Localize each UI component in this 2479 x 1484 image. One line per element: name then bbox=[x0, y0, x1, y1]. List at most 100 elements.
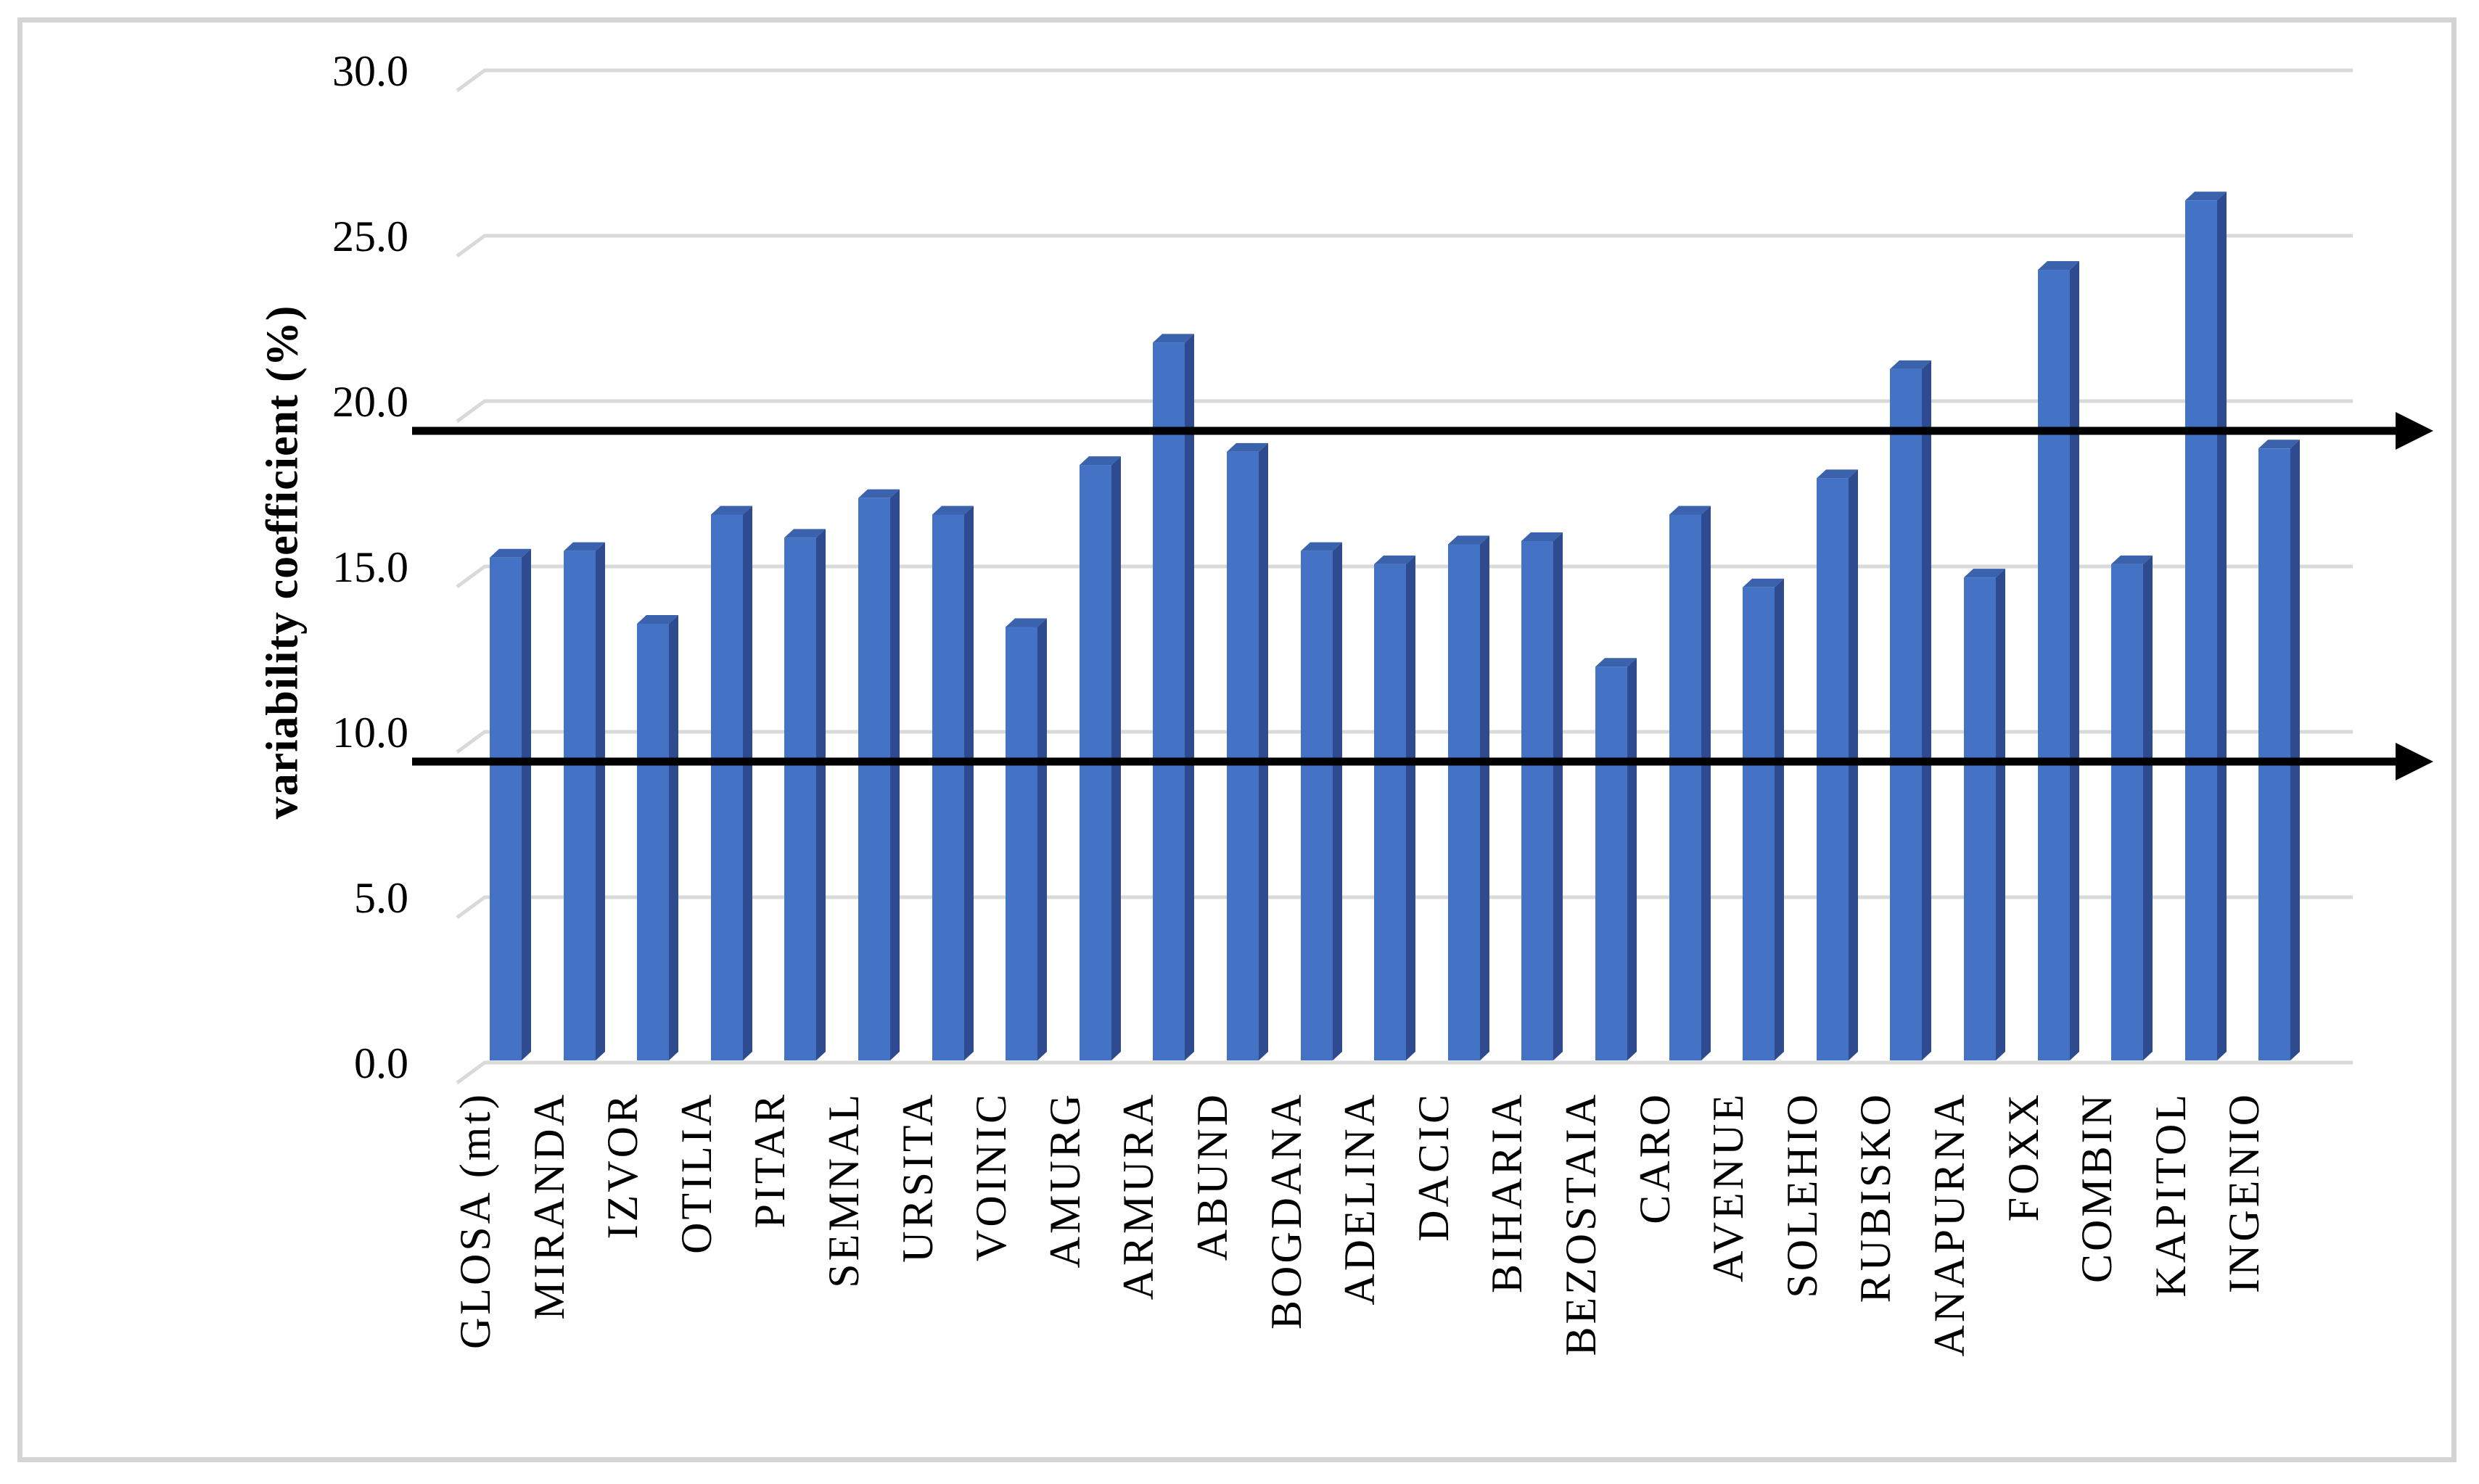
bar bbox=[858, 489, 900, 1060]
bar-front bbox=[1301, 551, 1333, 1060]
bar-side bbox=[964, 506, 974, 1060]
bar-top bbox=[711, 506, 752, 515]
bar bbox=[2185, 191, 2227, 1060]
bar bbox=[1669, 506, 1711, 1060]
bar-front bbox=[2258, 448, 2290, 1060]
x-category-label: COMBIN bbox=[2073, 1092, 2121, 1283]
gridline bbox=[456, 68, 2353, 93]
bar-top bbox=[1817, 469, 1858, 479]
y-tick-label: 30.0 bbox=[332, 47, 408, 95]
bar-front bbox=[1817, 478, 1849, 1060]
bar-front bbox=[1227, 451, 1259, 1060]
bar-side bbox=[890, 489, 900, 1060]
gridline bbox=[456, 564, 2353, 589]
bar-front bbox=[1374, 564, 1406, 1060]
bar-top bbox=[1448, 535, 1489, 545]
bar-side bbox=[2143, 555, 2153, 1060]
bar bbox=[784, 529, 826, 1060]
gridline bbox=[456, 399, 2353, 424]
bar-top bbox=[1153, 334, 1194, 343]
bar-top bbox=[1595, 658, 1637, 667]
bar-side bbox=[2217, 191, 2227, 1060]
bar-front bbox=[1595, 667, 1627, 1060]
bar bbox=[1595, 658, 1637, 1060]
bar-top bbox=[2038, 261, 2079, 271]
x-category-label: MIRANDA bbox=[525, 1092, 573, 1320]
bar-front bbox=[784, 537, 816, 1060]
bar-top bbox=[1890, 360, 1931, 369]
bar bbox=[932, 506, 974, 1060]
bar-top bbox=[2111, 555, 2153, 564]
bar bbox=[2111, 555, 2153, 1060]
x-category-label: URSITA bbox=[894, 1092, 942, 1263]
bar-side bbox=[1996, 569, 2005, 1060]
bar-top bbox=[1301, 542, 1342, 551]
bar-side bbox=[1701, 506, 1711, 1060]
x-category-label: AVENUE bbox=[1704, 1092, 1752, 1282]
x-category-label: BOGDANA bbox=[1262, 1092, 1310, 1330]
x-category-label: INGENIO bbox=[2220, 1092, 2268, 1293]
bar-side bbox=[1333, 542, 1342, 1060]
bar-top bbox=[490, 548, 531, 558]
y-tick-label: 10.0 bbox=[332, 709, 408, 757]
x-category-label: GLOSA (mt) bbox=[451, 1092, 499, 1349]
bar-top bbox=[858, 489, 900, 498]
bar-top bbox=[2258, 440, 2300, 449]
bar-front bbox=[1743, 587, 1775, 1060]
bar-side bbox=[1406, 555, 1415, 1060]
bar-front bbox=[711, 514, 743, 1060]
bar-top bbox=[1964, 569, 2005, 578]
x-category-label: ADELINA bbox=[1336, 1092, 1384, 1306]
x-category-label: IZVOR bbox=[599, 1092, 646, 1239]
bar bbox=[1153, 334, 1194, 1060]
bar-top bbox=[1080, 456, 1121, 466]
bar-front bbox=[1890, 368, 1922, 1061]
bar-front bbox=[1153, 342, 1185, 1060]
bar bbox=[1301, 542, 1342, 1060]
bar-side bbox=[1037, 618, 1047, 1060]
x-category-label: CARO bbox=[1631, 1092, 1679, 1224]
arrow-head-icon bbox=[2396, 412, 2433, 450]
gridline bbox=[456, 234, 2353, 258]
x-category-label: ABUND bbox=[1188, 1092, 1236, 1261]
x-category-label: ANAPURNA bbox=[1925, 1092, 1973, 1356]
bar bbox=[490, 548, 531, 1060]
bar bbox=[1890, 360, 1931, 1061]
x-category-label: KAPITOL bbox=[2147, 1092, 2195, 1298]
bar-front bbox=[932, 514, 964, 1060]
bar bbox=[1006, 618, 1047, 1060]
x-category-label: AMURG bbox=[1041, 1092, 1089, 1268]
x-category-label: PITAR bbox=[746, 1092, 794, 1229]
bar-front bbox=[1448, 544, 1480, 1060]
bar bbox=[2038, 261, 2079, 1060]
y-tick-label: 5.0 bbox=[354, 874, 408, 922]
gridline bbox=[456, 895, 2353, 920]
arrow-head-icon bbox=[2396, 743, 2433, 781]
bar-side bbox=[2070, 261, 2079, 1060]
x-category-label: BIHARIA bbox=[1483, 1092, 1531, 1293]
x-category-label: RUBISKO bbox=[1851, 1092, 1899, 1303]
bar-front bbox=[1006, 627, 1037, 1060]
bar-top bbox=[1227, 442, 1268, 452]
x-category-label: FOXX bbox=[1999, 1092, 2047, 1221]
bar-top bbox=[564, 542, 605, 551]
bar bbox=[2258, 440, 2300, 1060]
bar bbox=[1448, 535, 1489, 1060]
bar-front bbox=[1669, 514, 1701, 1060]
bar-top bbox=[1006, 618, 1047, 627]
bar bbox=[564, 542, 605, 1060]
bar bbox=[1227, 442, 1268, 1060]
gridline bbox=[456, 730, 2353, 754]
bar-side bbox=[1185, 334, 1194, 1060]
bar bbox=[637, 614, 678, 1060]
bar bbox=[1374, 555, 1415, 1060]
bar bbox=[1743, 578, 1784, 1060]
bar-top bbox=[932, 506, 974, 515]
bar bbox=[711, 506, 752, 1060]
bar-side bbox=[522, 548, 531, 1060]
bar-side bbox=[2290, 440, 2300, 1060]
bar-front bbox=[2038, 270, 2070, 1060]
x-category-label: OTILIA bbox=[673, 1092, 720, 1254]
bar-front bbox=[2111, 564, 2143, 1060]
